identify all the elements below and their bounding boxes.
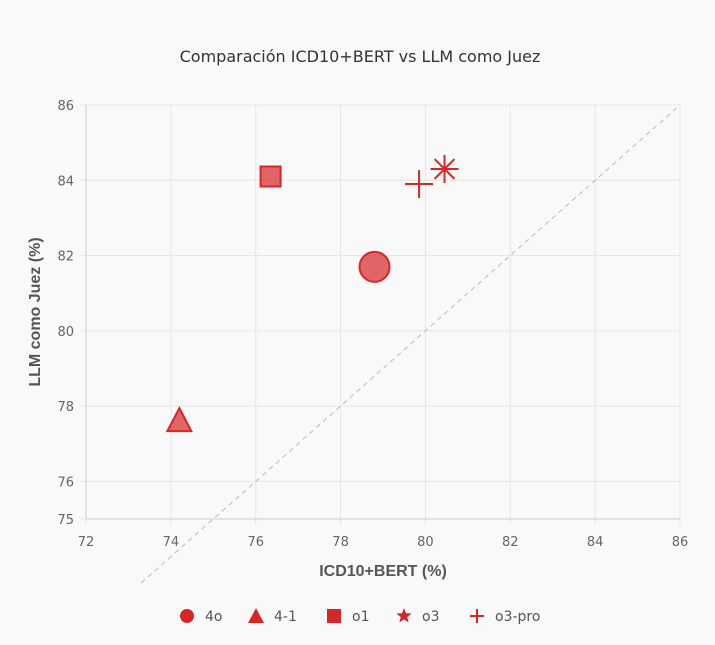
y-tick-label: 82 [57, 250, 74, 265]
chart-title: Comparación ICD10+BERT vs LLM como Juez [180, 47, 541, 66]
x-tick-label: 86 [672, 535, 689, 550]
y-tick-label: 80 [57, 325, 74, 340]
y-tick-label: 76 [57, 475, 74, 490]
legend-label: o1 [352, 609, 369, 625]
legend-item-4o[interactable]: 4o [180, 609, 222, 625]
x-tick-label: 78 [332, 535, 349, 550]
y-tick-label: 75 [57, 513, 74, 528]
identity-line [140, 104, 681, 584]
legend-item-4-1[interactable]: 4-1 [248, 608, 297, 625]
axes: 72 74 76 78 80 82 84 86 75 76 78 80 82 84 86 [57, 99, 688, 550]
y-tick-label: 78 [57, 400, 74, 415]
y-tick-label: 86 [57, 99, 74, 114]
y-tick-label: 84 [57, 174, 74, 189]
x-tick-label: 76 [247, 535, 264, 550]
data-point-o3-pro[interactable] [405, 170, 434, 199]
circle-marker-icon [180, 609, 194, 623]
legend[interactable]: 4o 4-1 o1 o3 o3-pro [180, 608, 540, 625]
data-point-4o[interactable] [358, 250, 391, 283]
legend-label: o3 [422, 609, 439, 625]
grid [80, 104, 681, 525]
legend-item-o3[interactable]: o3 [396, 608, 439, 625]
legend-label: o3-pro [495, 609, 540, 625]
legend-item-o3-pro[interactable]: o3-pro [470, 609, 540, 625]
data-points [165, 154, 459, 433]
data-point-4-1[interactable] [165, 405, 193, 433]
legend-label: 4o [205, 609, 222, 625]
x-tick-label: 80 [417, 535, 434, 550]
x-tick-label: 74 [163, 535, 180, 550]
cross-marker-icon [470, 609, 484, 623]
y-axis-title: LLM como Juez (%) [27, 237, 44, 386]
square-marker-icon [327, 609, 341, 623]
x-axis-title: ICD10+BERT (%) [319, 563, 447, 580]
x-tick-label: 72 [78, 535, 95, 550]
data-point-o1[interactable] [259, 165, 282, 188]
diagonal-reference-line [140, 104, 681, 584]
x-tick-label: 84 [587, 535, 604, 550]
data-point-o3[interactable] [430, 154, 459, 183]
triangle-marker-icon [248, 608, 264, 623]
x-tick-label: 82 [502, 535, 519, 550]
legend-label: 4-1 [274, 609, 297, 625]
star-marker-icon [396, 608, 412, 623]
legend-item-o1[interactable]: o1 [327, 609, 369, 625]
